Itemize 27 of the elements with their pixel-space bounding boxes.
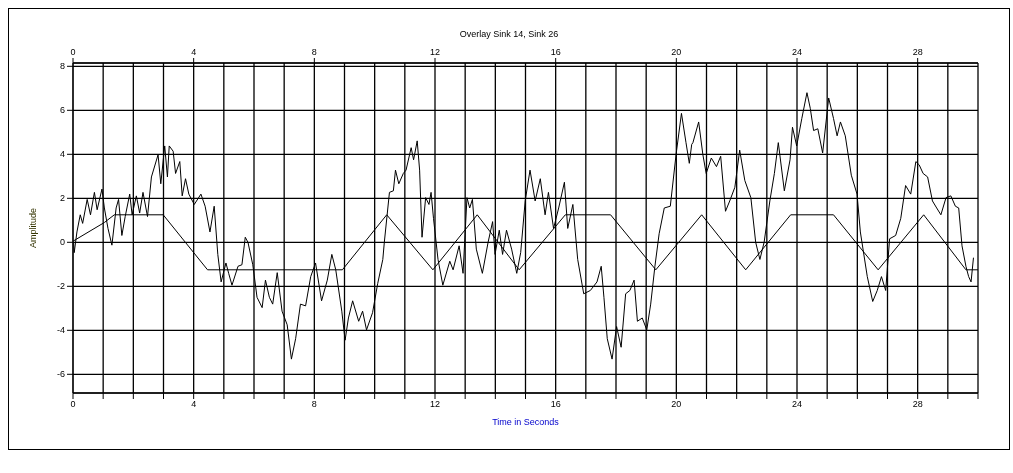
x2-tick-label: 8 — [311, 399, 317, 410]
x-tick-label: 8 — [311, 47, 317, 57]
y-tick-label: 2 — [59, 193, 65, 204]
x2-tick-label: 28 — [912, 399, 923, 410]
x-tick-label: 28 — [912, 47, 923, 57]
x2-tick-label: 20 — [671, 399, 682, 410]
y-tick-label: 0 — [59, 237, 65, 248]
x2-tick-label: 12 — [429, 399, 441, 410]
x-tick-label: 12 — [429, 47, 441, 57]
x2-tick-label: 16 — [550, 399, 561, 410]
y-tick-label: -2 — [56, 281, 65, 292]
x-tick-label: 0 — [70, 47, 76, 57]
y-tick-label: 6 — [59, 105, 65, 116]
x2-tick-label: 4 — [191, 399, 197, 410]
x-tick-label: 4 — [191, 47, 197, 57]
y-tick-label: 8 — [59, 61, 65, 72]
x-tick-label: 24 — [791, 47, 803, 57]
y-tick-label: 4 — [59, 149, 65, 160]
x-axis-title: Time in Seconds — [492, 417, 560, 427]
chart-title: Overlay Sink 14, Sink 26 — [458, 29, 560, 39]
x-tick-label: 16 — [550, 47, 561, 57]
y-tick-label: -4 — [56, 325, 65, 336]
x2-tick-label: 0 — [70, 399, 76, 410]
y-tick-label: -6 — [56, 369, 65, 380]
x-tick-label: 20 — [671, 47, 682, 57]
y-axis-title: Amplitude — [28, 207, 39, 249]
x2-tick-label: 24 — [791, 399, 803, 410]
